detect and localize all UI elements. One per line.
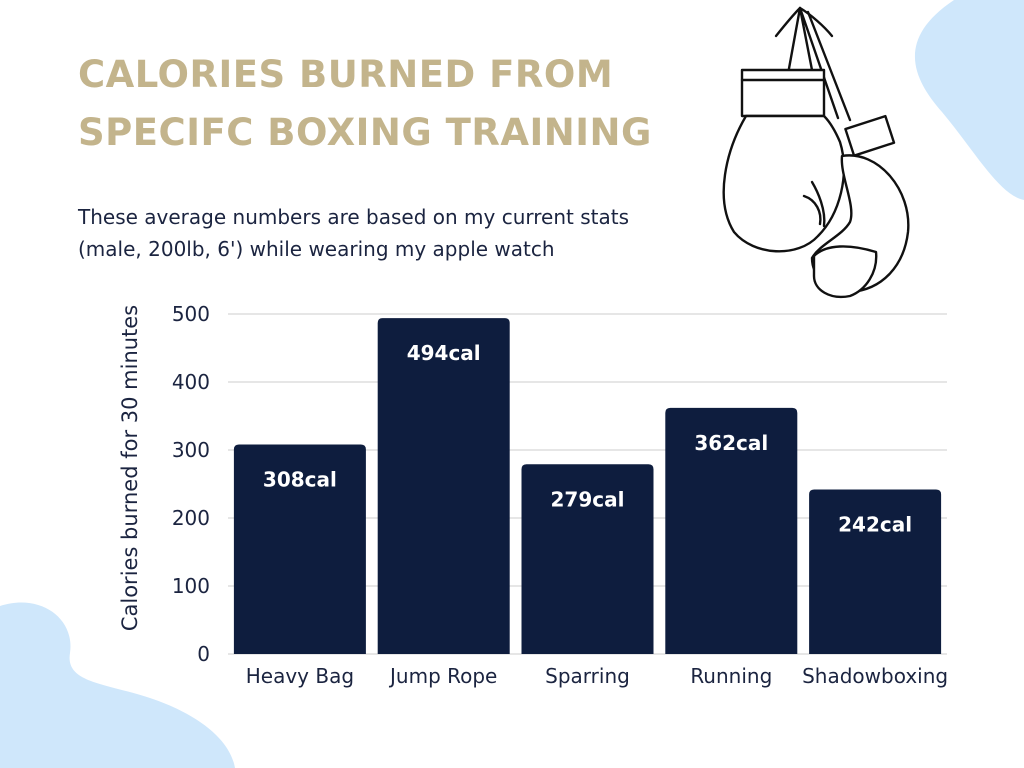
- bar-value-label: 494cal: [407, 341, 481, 365]
- y-tick-label: 0: [197, 642, 210, 666]
- bar-data-labels: 308cal 494cal 279cal 362cal 242cal: [263, 341, 912, 536]
- y-axis-ticks: 0 100 200 300 400 500: [172, 302, 210, 666]
- y-tick-label: 500: [172, 302, 210, 326]
- boxing-gloves-icon: [722, 6, 910, 299]
- bar: [377, 318, 510, 654]
- blob-shape: [914, 0, 1024, 200]
- x-tick-label: Shadowboxing: [802, 664, 948, 688]
- y-axis-title: Calories burned for 30 minutes: [118, 305, 142, 631]
- bar: [809, 489, 942, 654]
- bar-value-label: 308cal: [263, 468, 337, 492]
- y-tick-label: 100: [172, 574, 210, 598]
- bar-value-label: 362cal: [694, 431, 768, 455]
- background-blob-top-right: [914, 0, 1024, 200]
- y-tick-label: 200: [172, 506, 210, 530]
- y-tick-label: 400: [172, 370, 210, 394]
- x-tick-label: Sparring: [545, 664, 630, 688]
- bar-value-label: 279cal: [551, 487, 625, 511]
- y-tick-label: 300: [172, 438, 210, 462]
- background-blob-bottom-left: [0, 602, 235, 768]
- bars: [233, 318, 942, 654]
- x-tick-label: Jump Rope: [388, 664, 497, 688]
- bar: [665, 407, 798, 654]
- bar: [233, 444, 366, 654]
- x-axis-labels: Heavy Bag Jump Rope Sparring Running Shadowb…: [246, 664, 948, 688]
- bar: [521, 464, 654, 654]
- page-subtitle: These average numbers are based on my cu…: [78, 205, 630, 261]
- x-tick-label: Heavy Bag: [246, 664, 354, 688]
- page-title: CALORIES BURNED FROM SPECIFC BOXING TRAI…: [78, 53, 652, 154]
- x-tick-label: Running: [690, 664, 772, 688]
- bar-value-label: 242cal: [838, 512, 912, 536]
- blob-shape: [0, 602, 235, 768]
